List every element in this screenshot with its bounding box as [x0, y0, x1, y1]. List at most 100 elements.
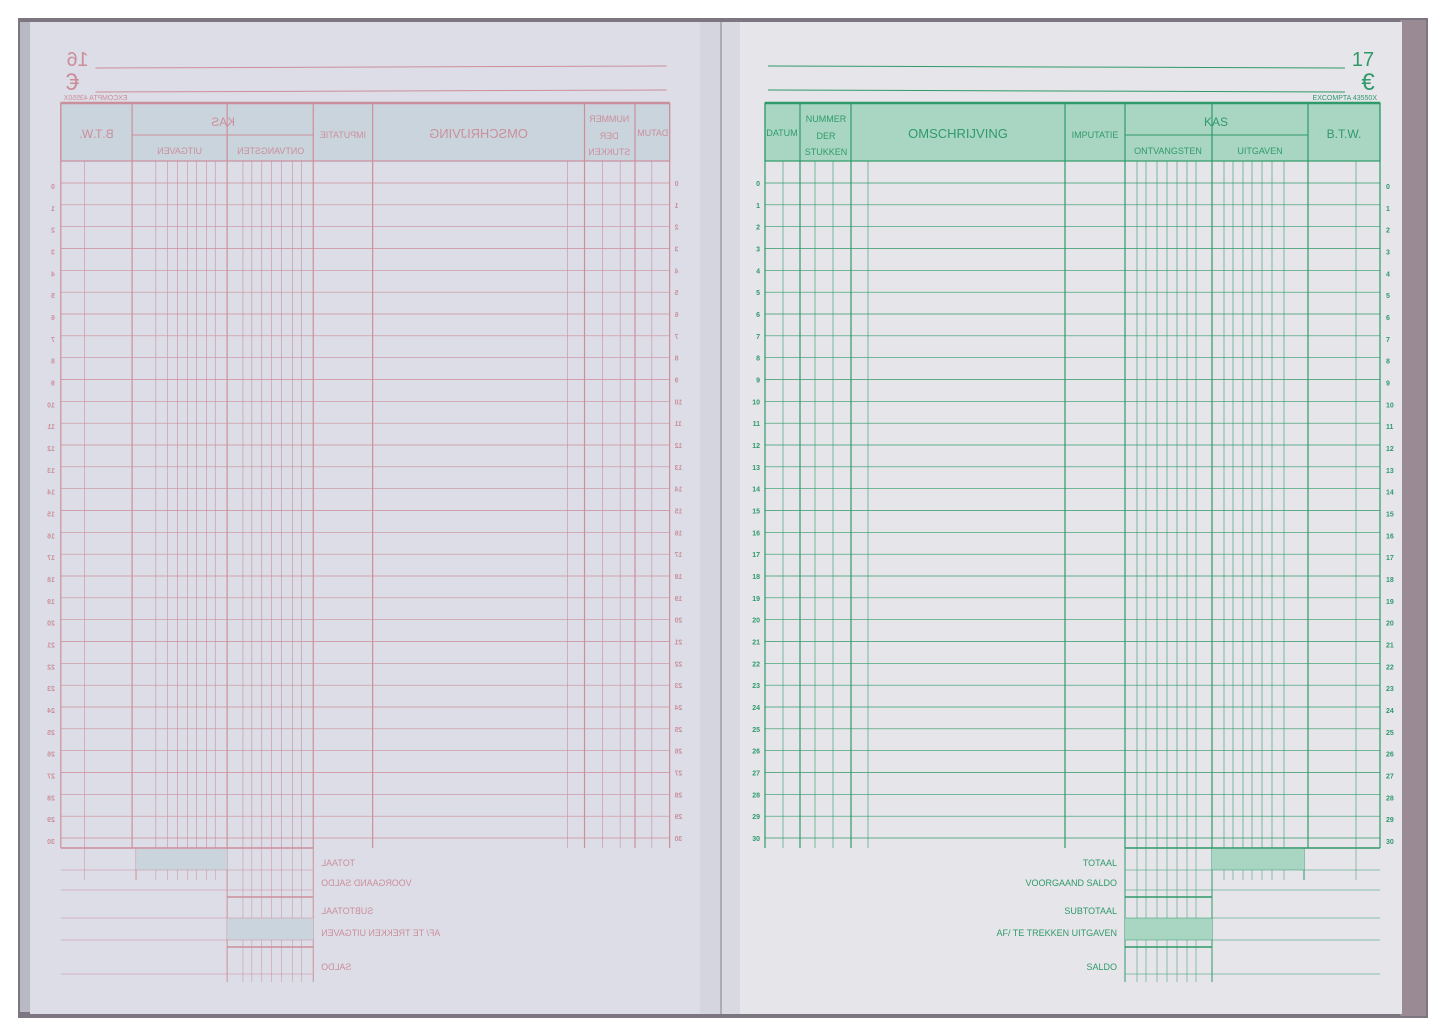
row-number-left: 4: [756, 268, 760, 275]
row-number-right: 20: [47, 621, 55, 628]
summary-label-voorgaand-saldo: VOORGAAND SALDO: [1025, 878, 1117, 888]
row-number-left: 22: [752, 661, 760, 668]
row-number-left: 23: [752, 683, 760, 690]
row-number-left: 17: [674, 552, 682, 559]
heading-line: [95, 65, 667, 69]
summary-label-subtotaal: SUBTOTAAL: [321, 906, 373, 916]
row-number-right: 27: [1386, 774, 1394, 781]
row-number-right: 11: [1386, 424, 1394, 431]
row-number-left: 30: [752, 836, 760, 843]
row-number-right: 9: [51, 380, 55, 387]
row-number-left: 28: [752, 792, 760, 799]
uitgaven-total-box: [1212, 849, 1304, 870]
ontvangsten-minus-box: [227, 918, 314, 940]
row-number-left: 12: [674, 443, 682, 450]
col-nummer: DER: [599, 131, 618, 141]
row-number-left: 17: [752, 552, 760, 559]
col-datum: DATUM: [637, 128, 668, 138]
col-kas: KAS: [211, 115, 235, 129]
row-number-left: 6: [674, 312, 678, 319]
row-number-left: 29: [752, 814, 760, 821]
row-number-right: 5: [1386, 293, 1390, 300]
col-ontvangsten: ONTVANGSTEN: [1134, 146, 1202, 156]
row-number-right: 21: [47, 642, 55, 649]
row-number-right: 14: [1386, 490, 1394, 497]
row-number-left: 3: [674, 246, 678, 253]
row-number-left: 1: [674, 203, 678, 210]
row-number-right: 25: [47, 730, 55, 737]
row-number-left: 2: [674, 225, 678, 232]
left-page: [30, 22, 720, 1014]
row-number-left: 25: [752, 727, 760, 734]
row-number-left: 20: [674, 618, 682, 625]
row-number-right: 7: [1386, 337, 1390, 344]
row-number-right: 5: [51, 293, 55, 300]
row-number-left: 24: [674, 705, 682, 712]
row-number-left: 28: [674, 792, 682, 799]
row-number-right: 30: [1386, 839, 1394, 846]
row-number-left: 14: [752, 487, 760, 494]
col-ontvangsten: ONTVANGSTEN: [237, 146, 304, 156]
row-number-right: 14: [47, 490, 55, 497]
row-number-left: 25: [674, 727, 682, 734]
product-code: EXCOMPTA 43550X: [1313, 95, 1378, 102]
summary-label-af-te-trekken: AF/ TE TREKKEN UITGAVEN: [321, 928, 440, 938]
right-page-stack: [1400, 20, 1426, 1016]
row-number-right: 17: [47, 555, 55, 562]
col-uitgaven: UITGAVEN: [1237, 146, 1282, 156]
row-number-left: 26: [752, 749, 760, 756]
col-btw: B.T.W.: [1327, 127, 1362, 141]
summary-label-subtotaal: SUBTOTAAL: [1064, 906, 1117, 916]
row-number-left: 12: [752, 443, 760, 450]
row-number-right: 29: [47, 817, 55, 824]
row-number-right: 13: [1386, 468, 1394, 475]
col-imputatie: IMPUTATIE: [320, 130, 366, 140]
row-number-right: 4: [1386, 271, 1390, 278]
header-band: [60, 102, 671, 162]
product-code: EXCOMPTA 43550X: [63, 95, 127, 102]
col-datum: DATUM: [766, 128, 797, 138]
col-uitgaven: UITGAVEN: [157, 146, 202, 156]
row-number-right: 28: [47, 795, 55, 802]
row-number-left: 10: [674, 399, 682, 406]
col-omschrijving: OMSCHRIJVING: [429, 126, 528, 141]
page-number: 17: [1352, 49, 1374, 71]
row-number-right: 0: [1386, 184, 1390, 191]
row-number-left: 9: [756, 378, 760, 385]
row-number-left: 15: [752, 509, 760, 516]
row-number-right: 27: [47, 773, 55, 780]
row-number-left: 1: [756, 203, 760, 210]
row-number-left: 4: [674, 268, 678, 275]
row-number-left: 5: [756, 290, 760, 297]
row-number-right: 4: [51, 271, 55, 278]
row-number-right: 8: [1386, 359, 1390, 366]
summary-label-saldo: SALDO: [321, 962, 351, 972]
row-number-right: 16: [47, 533, 55, 540]
summary-label-voorgaand-saldo: VOORGAAND SALDO: [321, 878, 411, 888]
col-nummer: STUKKEN: [805, 147, 848, 157]
row-number-right: 10: [47, 402, 55, 409]
ontvangsten-minus-box: [1125, 918, 1212, 940]
row-number-right: 6: [51, 315, 55, 322]
row-number-left: 19: [674, 596, 682, 603]
row-number-right: 20: [1386, 621, 1394, 628]
row-number-right: 10: [1386, 402, 1394, 409]
heading-line: [767, 89, 1346, 93]
uitgaven-total-box: [136, 849, 228, 870]
row-number-left: 7: [756, 334, 760, 341]
row-number-right: 25: [1386, 730, 1394, 737]
row-number-left: 14: [674, 487, 682, 494]
summary-label-af-te-trekken: AF/ TE TREKKEN UITGAVEN: [996, 928, 1117, 938]
summary-label-saldo: SALDO: [1086, 962, 1117, 972]
row-number-left: 2: [756, 225, 760, 232]
row-number-left: 6: [756, 312, 760, 319]
row-number-right: 21: [1386, 643, 1394, 650]
row-number-left: 30: [674, 836, 682, 843]
euro-symbol: €: [1361, 69, 1375, 96]
row-number-right: 11: [47, 424, 54, 431]
row-number-left: 21: [674, 639, 682, 646]
row-number-left: 8: [756, 356, 760, 363]
row-number-right: 29: [1386, 817, 1394, 824]
row-number-right: 15: [47, 511, 55, 518]
